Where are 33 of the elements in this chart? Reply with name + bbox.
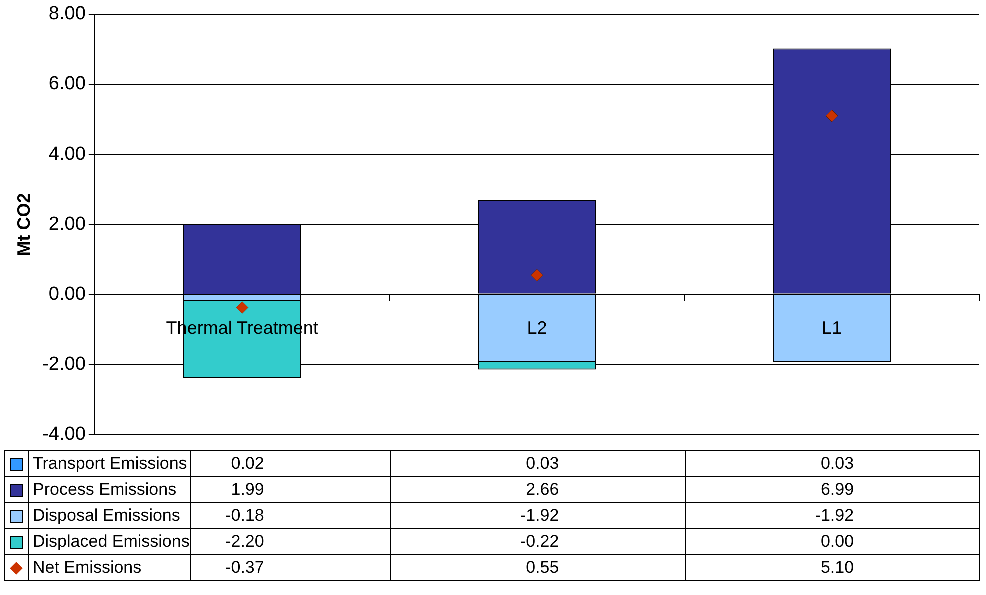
y-axis-title: Mt CO2	[14, 193, 34, 256]
data-label: -0.37	[190, 554, 390, 580]
point	[826, 110, 838, 122]
point	[236, 302, 249, 314]
data-label: -2.20	[190, 528, 390, 554]
y-tick-label: 6.00	[48, 74, 86, 95]
y-tick-label: -4.00	[42, 424, 86, 446]
data-label: 5.10	[685, 554, 980, 580]
data-label: -0.18	[190, 502, 390, 528]
x-tick-label: L2	[527, 318, 548, 338]
y-tick-label: 4.00	[48, 144, 86, 165]
data-label: 2.66	[390, 476, 686, 502]
data-label: -0.22	[390, 528, 686, 554]
data-label: 1.99	[190, 476, 390, 502]
data-label: -1.92	[390, 502, 686, 528]
data-label: 0.02	[190, 450, 390, 476]
legend-label: Transport Emissions	[28, 450, 191, 476]
data-label: 6.99	[685, 476, 980, 502]
legend-label: Displaced Emissions	[28, 528, 191, 554]
y-tick-label: 8.00	[48, 4, 86, 25]
y-tick-label: -2.00	[42, 354, 86, 376]
point	[530, 269, 544, 282]
data-label: 0.00	[685, 528, 980, 554]
data-label: 0.03	[685, 450, 980, 476]
data-label: 0.03	[390, 450, 686, 476]
data-label: 0.55	[390, 554, 686, 580]
legend-label: Net Emissions	[28, 554, 191, 580]
y-tick-label: 2.00	[48, 214, 86, 235]
x-tick-label: L1	[822, 318, 842, 338]
y-tick-label: 0.00	[48, 284, 86, 306]
legend-label: Disposal Emissions	[28, 502, 191, 528]
data-label: -1.92	[685, 502, 980, 528]
legend-label: Process Emissions	[28, 476, 191, 502]
